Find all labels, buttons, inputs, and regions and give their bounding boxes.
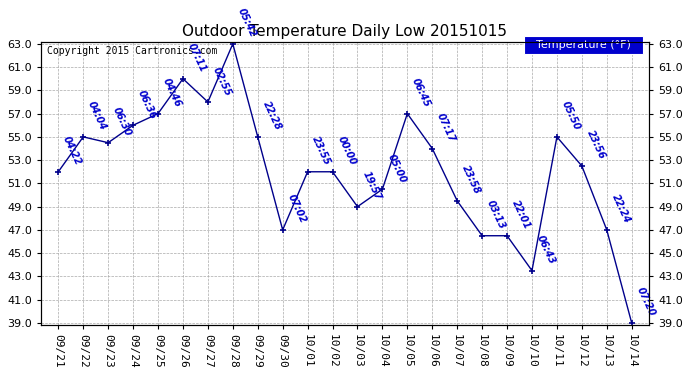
Text: 07:20: 07:20 [635, 286, 657, 318]
Title: Outdoor Temperature Daily Low 20151015: Outdoor Temperature Daily Low 20151015 [182, 24, 508, 39]
Text: 06:45: 06:45 [411, 77, 433, 109]
Text: 04:46: 04:46 [161, 77, 183, 109]
Text: 22:24: 22:24 [610, 193, 632, 225]
Text: 06:43: 06:43 [535, 234, 557, 266]
Text: 02:55: 02:55 [211, 65, 233, 98]
Text: 00:00: 00:00 [335, 135, 357, 167]
FancyBboxPatch shape [524, 36, 643, 54]
Text: 07:02: 07:02 [286, 193, 308, 225]
Text: 19:57: 19:57 [360, 170, 382, 202]
Text: 23:55: 23:55 [310, 135, 333, 167]
Text: 05:42: 05:42 [236, 7, 258, 39]
Text: 23:56: 23:56 [585, 129, 607, 161]
Text: 04:04: 04:04 [86, 100, 108, 132]
Text: 22:28: 22:28 [261, 100, 283, 132]
Text: 03:13: 03:13 [485, 199, 507, 231]
Text: 07:11: 07:11 [186, 42, 208, 74]
Text: 06:36: 06:36 [136, 88, 158, 121]
Text: 06:30: 06:30 [111, 106, 133, 138]
Text: 22:01: 22:01 [510, 199, 532, 231]
Text: 07:17: 07:17 [435, 112, 457, 144]
Text: 05:00: 05:00 [386, 152, 408, 184]
Text: Temperature (°F): Temperature (°F) [536, 40, 631, 50]
Text: 04:22: 04:22 [61, 135, 83, 167]
Text: 23:58: 23:58 [460, 164, 482, 196]
Text: 05:50: 05:50 [560, 100, 582, 132]
Text: Copyright 2015 Cartronics.com: Copyright 2015 Cartronics.com [47, 46, 217, 56]
